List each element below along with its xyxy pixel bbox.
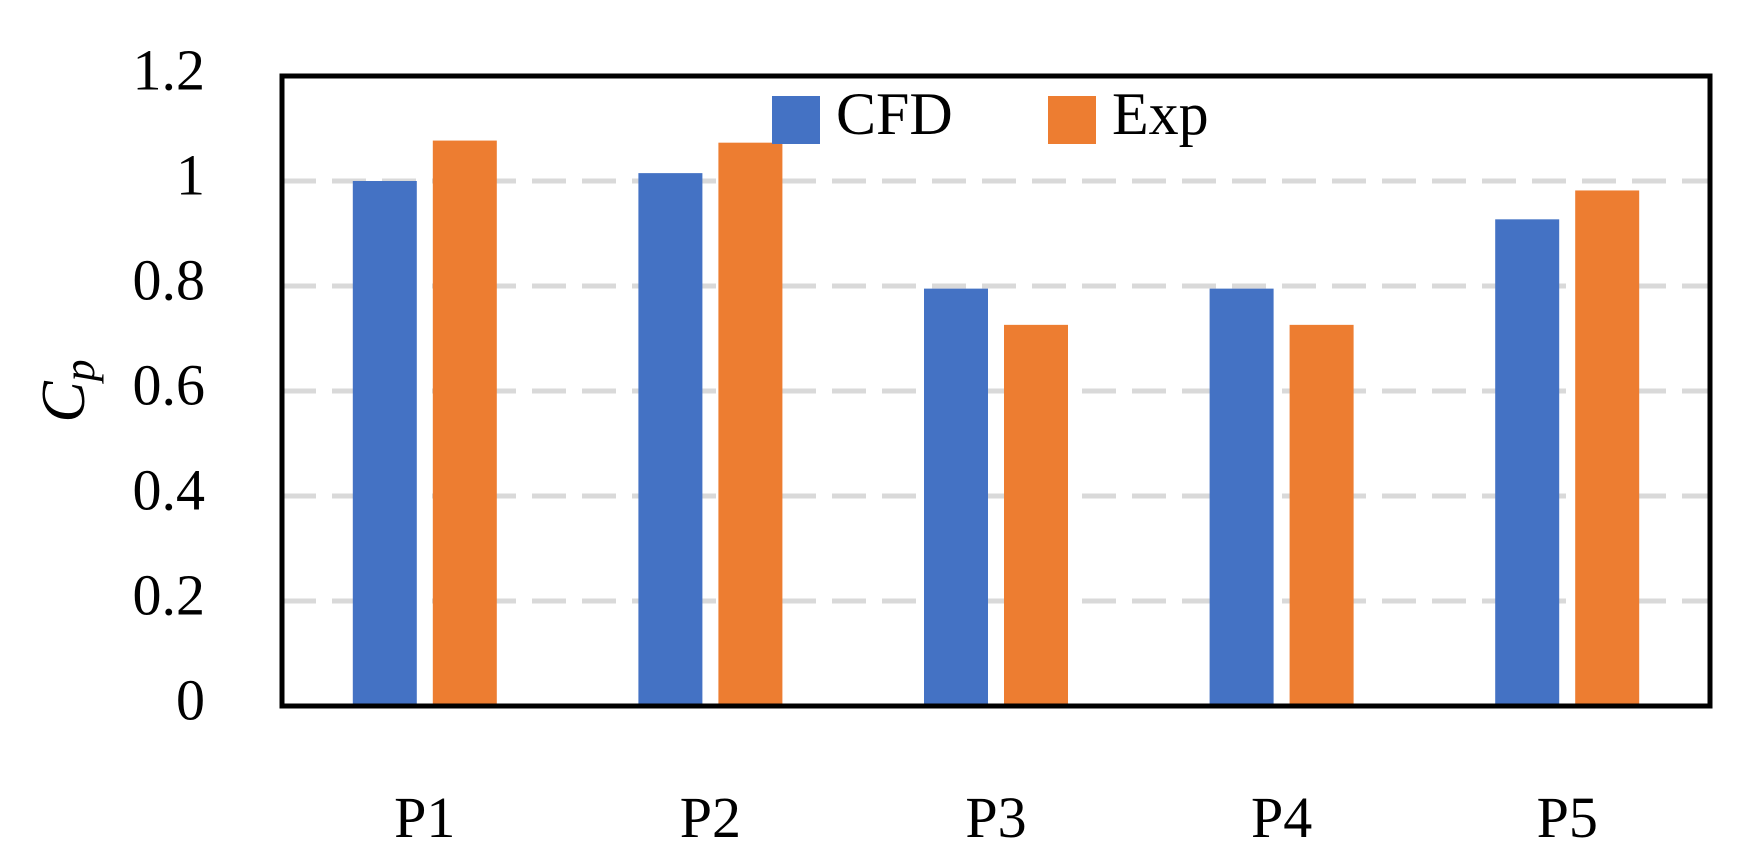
y-tick-label: 0.2 [133,562,206,627]
y-axis-label-subscript: p [55,359,104,384]
bar-cfd-p2 [638,173,703,706]
legend-swatch-exp [1048,96,1096,144]
x-category-label: P2 [680,785,741,850]
bar-cfd-p1 [352,181,417,706]
bar-exp-p3 [1004,324,1068,706]
bar-exp-p4 [1289,324,1354,706]
y-axis-label-main: C [30,381,98,423]
legend-label-exp: Exp [1112,81,1209,147]
bars [352,140,1640,707]
legend-label-cfd: CFD [836,81,953,147]
y-tick-label: 0.4 [133,457,206,522]
y-tick-label: 0 [176,667,205,732]
bar-exp-p2 [718,142,783,707]
y-tick-label: 0.8 [133,247,206,312]
legend-swatch-cfd [772,96,820,144]
x-category-label: P1 [394,785,455,850]
svg-text:Cp: Cp [30,359,104,422]
bar-cfd-p4 [1209,288,1274,706]
bar-cfd-p5 [1495,219,1560,706]
x-category-label: P3 [965,785,1026,850]
x-axis-categories: P1 P2 P3 P4 P5 [394,785,1598,850]
y-tick-label: 1.2 [133,37,206,102]
bar-exp-p5 [1575,190,1640,706]
bar-exp-p1 [432,140,497,706]
plot-frame [279,73,1713,709]
gridlines [282,178,1710,604]
legend: CFD Exp [772,81,1209,147]
y-axis-label: Cp [30,359,104,422]
y-axis-ticks: 0 0.2 0.4 0.6 0.8 1 1.2 [133,37,206,732]
y-tick-label: 0.6 [133,352,206,417]
x-category-label: P4 [1251,785,1312,850]
y-tick-label: 1 [176,142,205,207]
x-category-label: P5 [1537,785,1598,850]
bar-cfd-p3 [924,288,988,706]
